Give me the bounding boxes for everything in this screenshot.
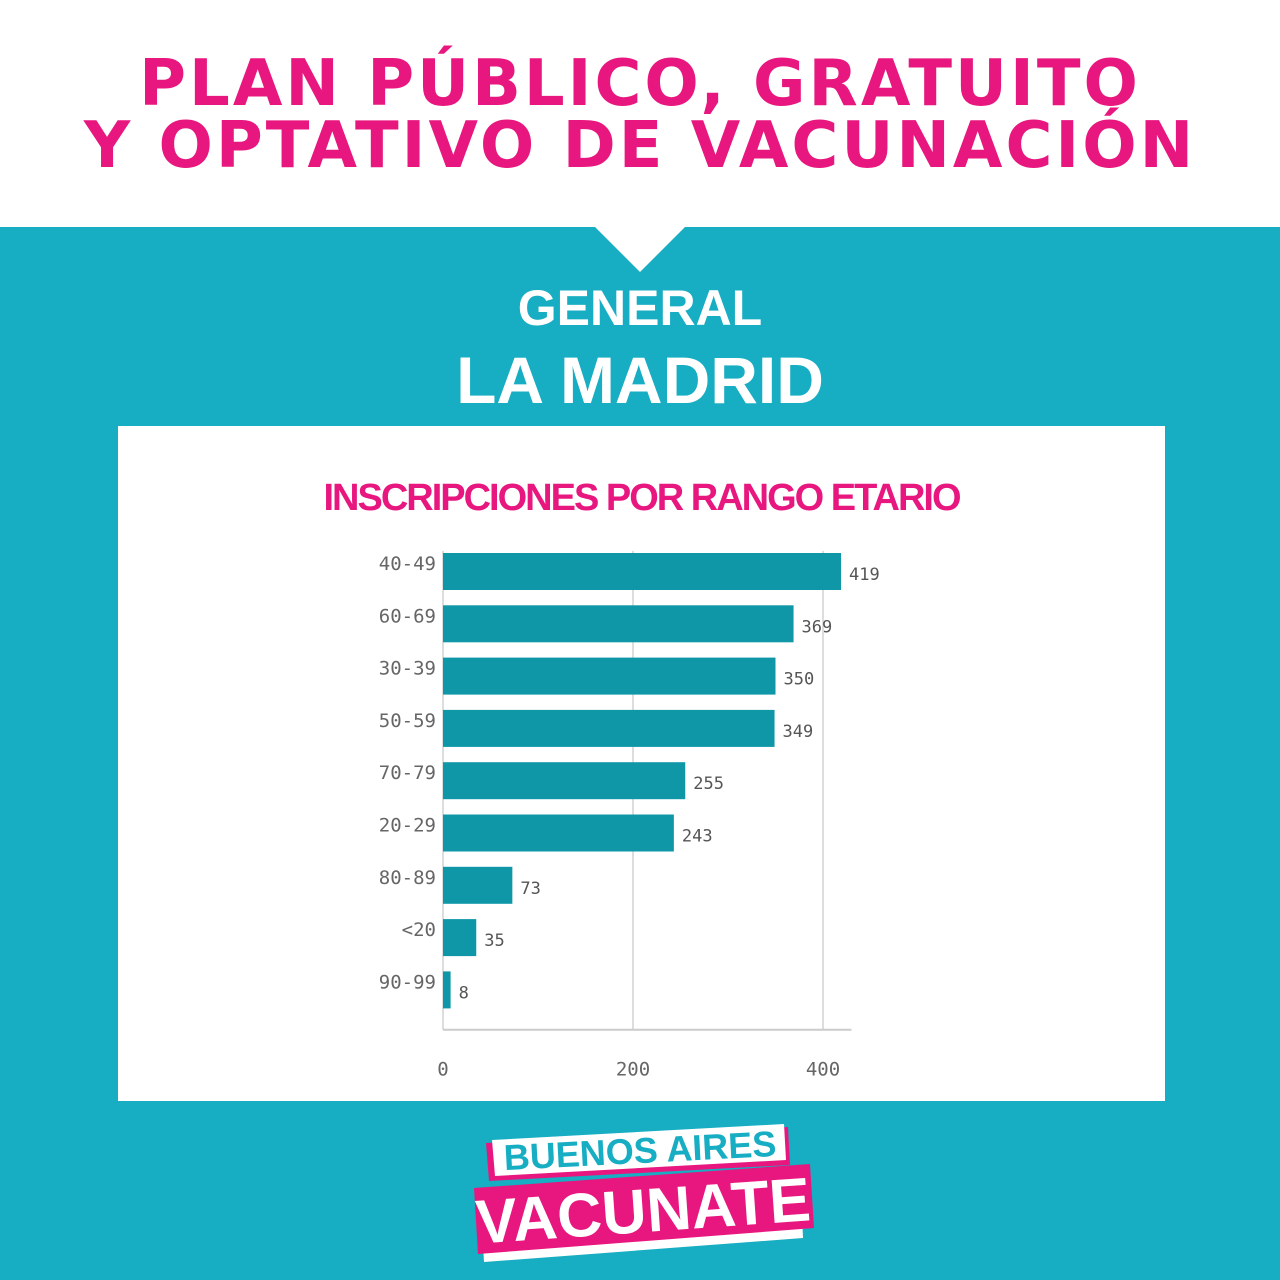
bar <box>443 814 674 852</box>
data-label: 8 <box>459 983 469 1003</box>
logo-top-shadow <box>486 1127 790 1181</box>
logo-line2: VACUNATE <box>473 1165 812 1257</box>
x-tick-label: 0 <box>437 1059 448 1081</box>
category-label: 80-89 <box>379 867 436 889</box>
logo-bottom-band <box>474 1164 814 1254</box>
bar <box>443 709 775 747</box>
data-label: 350 <box>784 670 815 690</box>
logo-top-band <box>492 1124 786 1176</box>
header-title-line2: Y OPTATIVO DE VACUNACIÓN <box>83 109 1197 183</box>
place-name-line2: LA MADRID <box>456 343 824 417</box>
data-label: 243 <box>682 827 713 847</box>
data-label: 35 <box>484 931 504 951</box>
x-tick-label: 400 <box>806 1059 840 1081</box>
place-name-line1: GENERAL <box>517 280 763 336</box>
logo-bottom-shadow <box>480 1172 803 1262</box>
header-banner: PLAN PÚBLICO, GRATUITO Y OPTATIVO DE VAC… <box>0 0 1280 227</box>
data-label: 349 <box>783 722 814 742</box>
bar <box>443 762 686 800</box>
bar <box>443 605 794 643</box>
bar-chart: 0 200 400 40-49 419 60-69 369 30-39 350 50-59 349 7… <box>379 551 880 1081</box>
logo-line1: BUENOS AIRES <box>503 1123 777 1178</box>
header-title-line1: PLAN PÚBLICO, GRATUITO <box>139 47 1141 121</box>
category-label: 50-59 <box>379 710 436 732</box>
category-label: 90-99 <box>379 971 436 993</box>
category-label: 20-29 <box>379 815 436 837</box>
bar <box>443 657 776 695</box>
category-label: 40-49 <box>379 553 436 575</box>
bar <box>443 919 477 957</box>
data-label: 369 <box>802 617 833 637</box>
header-pointer <box>594 226 686 272</box>
chart-title: INSCRIPCIONES POR RANGO ETARIO <box>323 477 961 519</box>
category-label: 30-39 <box>379 658 436 680</box>
data-label: 73 <box>520 879 540 899</box>
bar <box>443 971 451 1009</box>
bar <box>443 553 842 590</box>
chart-card: INSCRIPCIONES POR RANGO ETARIO 0 200 400 40… <box>118 426 1165 1101</box>
data-label: 419 <box>849 565 880 585</box>
category-label: 60-69 <box>379 605 436 627</box>
x-tick-label: 200 <box>616 1059 650 1081</box>
category-label: 70-79 <box>379 762 436 784</box>
bar <box>443 866 513 904</box>
category-label: <20 <box>402 919 436 941</box>
data-label: 255 <box>693 774 724 794</box>
